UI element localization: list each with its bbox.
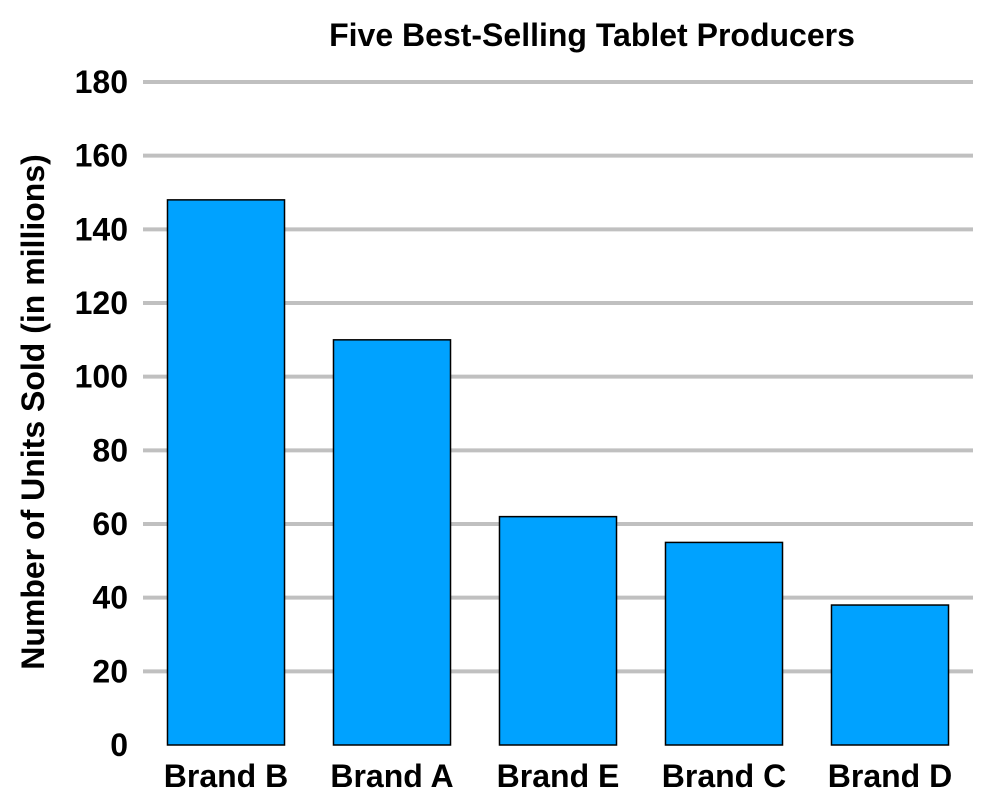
- x-axis-categories: Brand B Brand A Brand E Brand C Brand D: [164, 758, 952, 794]
- x-tick-label: Brand B: [164, 758, 288, 794]
- y-axis-ticks: 0 20 40 60 80 100 120 140 160 180: [75, 64, 128, 763]
- y-axis-label: Number of Units Sold (in millions): [15, 154, 51, 670]
- bars: [166, 199, 950, 746]
- y-tick-label: 100: [75, 359, 128, 395]
- y-tick-label: 160: [75, 138, 128, 174]
- y-tick-label: 60: [92, 506, 128, 542]
- x-tick-label: Brand D: [828, 758, 952, 794]
- bar-brand-e: [498, 515, 618, 746]
- bar-brand-d: [830, 604, 950, 746]
- y-tick-label: 120: [75, 285, 128, 321]
- chart-title: Five Best-Selling Tablet Producers: [329, 17, 855, 53]
- y-tick-label: 140: [75, 211, 128, 247]
- bar-brand-b: [166, 199, 286, 746]
- y-tick-label: 40: [92, 580, 128, 616]
- y-tick-label: 20: [92, 653, 128, 689]
- y-tick-label: 0: [110, 727, 128, 763]
- x-tick-label: Brand E: [497, 758, 620, 794]
- x-tick-label: Brand C: [662, 758, 786, 794]
- bar-brand-c: [664, 541, 784, 746]
- y-tick-label: 180: [75, 64, 128, 100]
- x-tick-label: Brand A: [330, 758, 453, 794]
- bar-brand-a: [332, 339, 452, 746]
- y-tick-label: 80: [92, 432, 128, 468]
